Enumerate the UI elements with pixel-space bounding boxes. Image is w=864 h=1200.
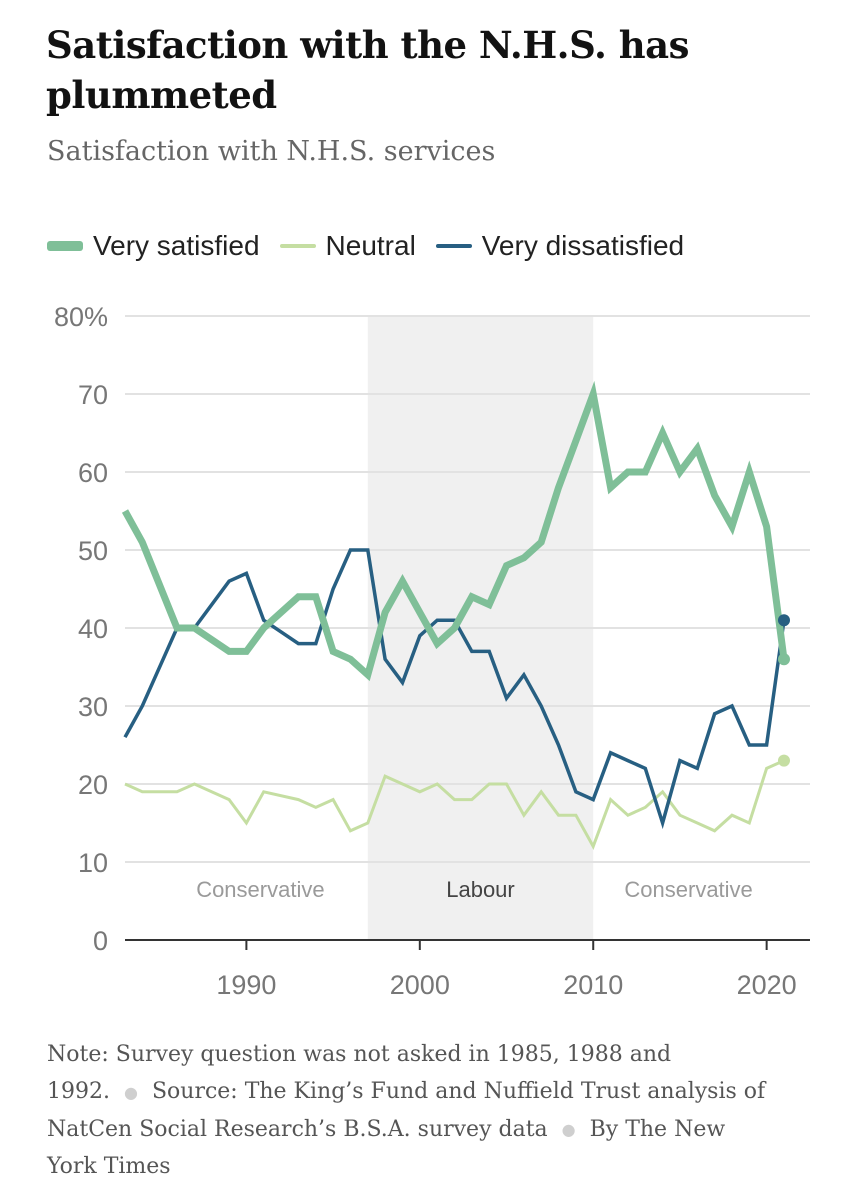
footnote-source: Source: The King’s Fund and Nuffield Tru… (47, 1079, 766, 1142)
y-tick-label-80: 80% (54, 302, 108, 332)
series-line-neutral (124, 759, 785, 850)
x-tick-label-2010: 2010 (563, 970, 623, 1000)
series-endpoint-very-dissatisfied (777, 614, 790, 627)
x-tick-label-1990: 1990 (216, 970, 276, 1000)
period-label-conservative-2: Conservative (624, 877, 752, 902)
period-label-conservative-0: Conservative (196, 877, 324, 902)
footnote-note: Note: Survey question was not asked in 1… (47, 1042, 672, 1104)
y-tick-label-40: 40 (78, 614, 108, 644)
legend-item-very-satisfied: Very satisfied (47, 230, 260, 262)
legend-item-very-dissatisfied: Very dissatisfied (435, 230, 685, 262)
series-endpoint-neutral (777, 754, 790, 767)
series-endpoint-very-satisfied (777, 653, 790, 666)
legend-label-very-satisfied: Very satisfied (93, 230, 260, 261)
y-tick-label-30: 30 (78, 692, 108, 722)
legend-label-very-dissatisfied: Very dissatisfied (481, 230, 685, 261)
y-tick-label-50: 50 (78, 536, 108, 566)
separator-dot-icon: ● (561, 1120, 576, 1139)
legend-swatch-very-satisfied (47, 241, 83, 251)
chart-title: Satisfaction with the N.H.S. has plummet… (46, 23, 689, 117)
legend-swatch-very-dissatisfied (435, 244, 472, 248)
series-line-very-satisfied (121, 380, 788, 682)
y-tick-label-70: 70 (78, 380, 108, 410)
y-tick-label-20: 20 (78, 770, 108, 800)
x-tick-label-2000: 2000 (390, 970, 450, 1000)
x-tick-label-2020: 2020 (737, 970, 797, 1000)
y-tick-label-10: 10 (78, 848, 108, 878)
chart-legend: Very satisfied Neutral Very dissatisfied (47, 226, 704, 266)
series-line-very-dissatisfied (123, 548, 786, 830)
period-label-labour-1: Labour (446, 877, 515, 902)
legend-item-neutral: Neutral (279, 230, 416, 262)
separator-dot-icon: ● (123, 1082, 138, 1102)
legend-swatch-neutral (279, 244, 316, 248)
y-tick-label-60: 60 (78, 458, 108, 488)
footnote-credit: By The New York Times (47, 1116, 726, 1180)
chart-footnote: Note: Survey question was not asked in 1… (47, 1036, 767, 1185)
legend-label-neutral: Neutral (325, 230, 416, 261)
y-tick-label-0: 0 (93, 926, 108, 956)
line-chart: 0 10 20 30 40 50 60 70 80% 1990 2000 2010 2020 Conser… (54, 302, 810, 1000)
chart-subtitle: Satisfaction with N.H.S. services (47, 136, 496, 167)
